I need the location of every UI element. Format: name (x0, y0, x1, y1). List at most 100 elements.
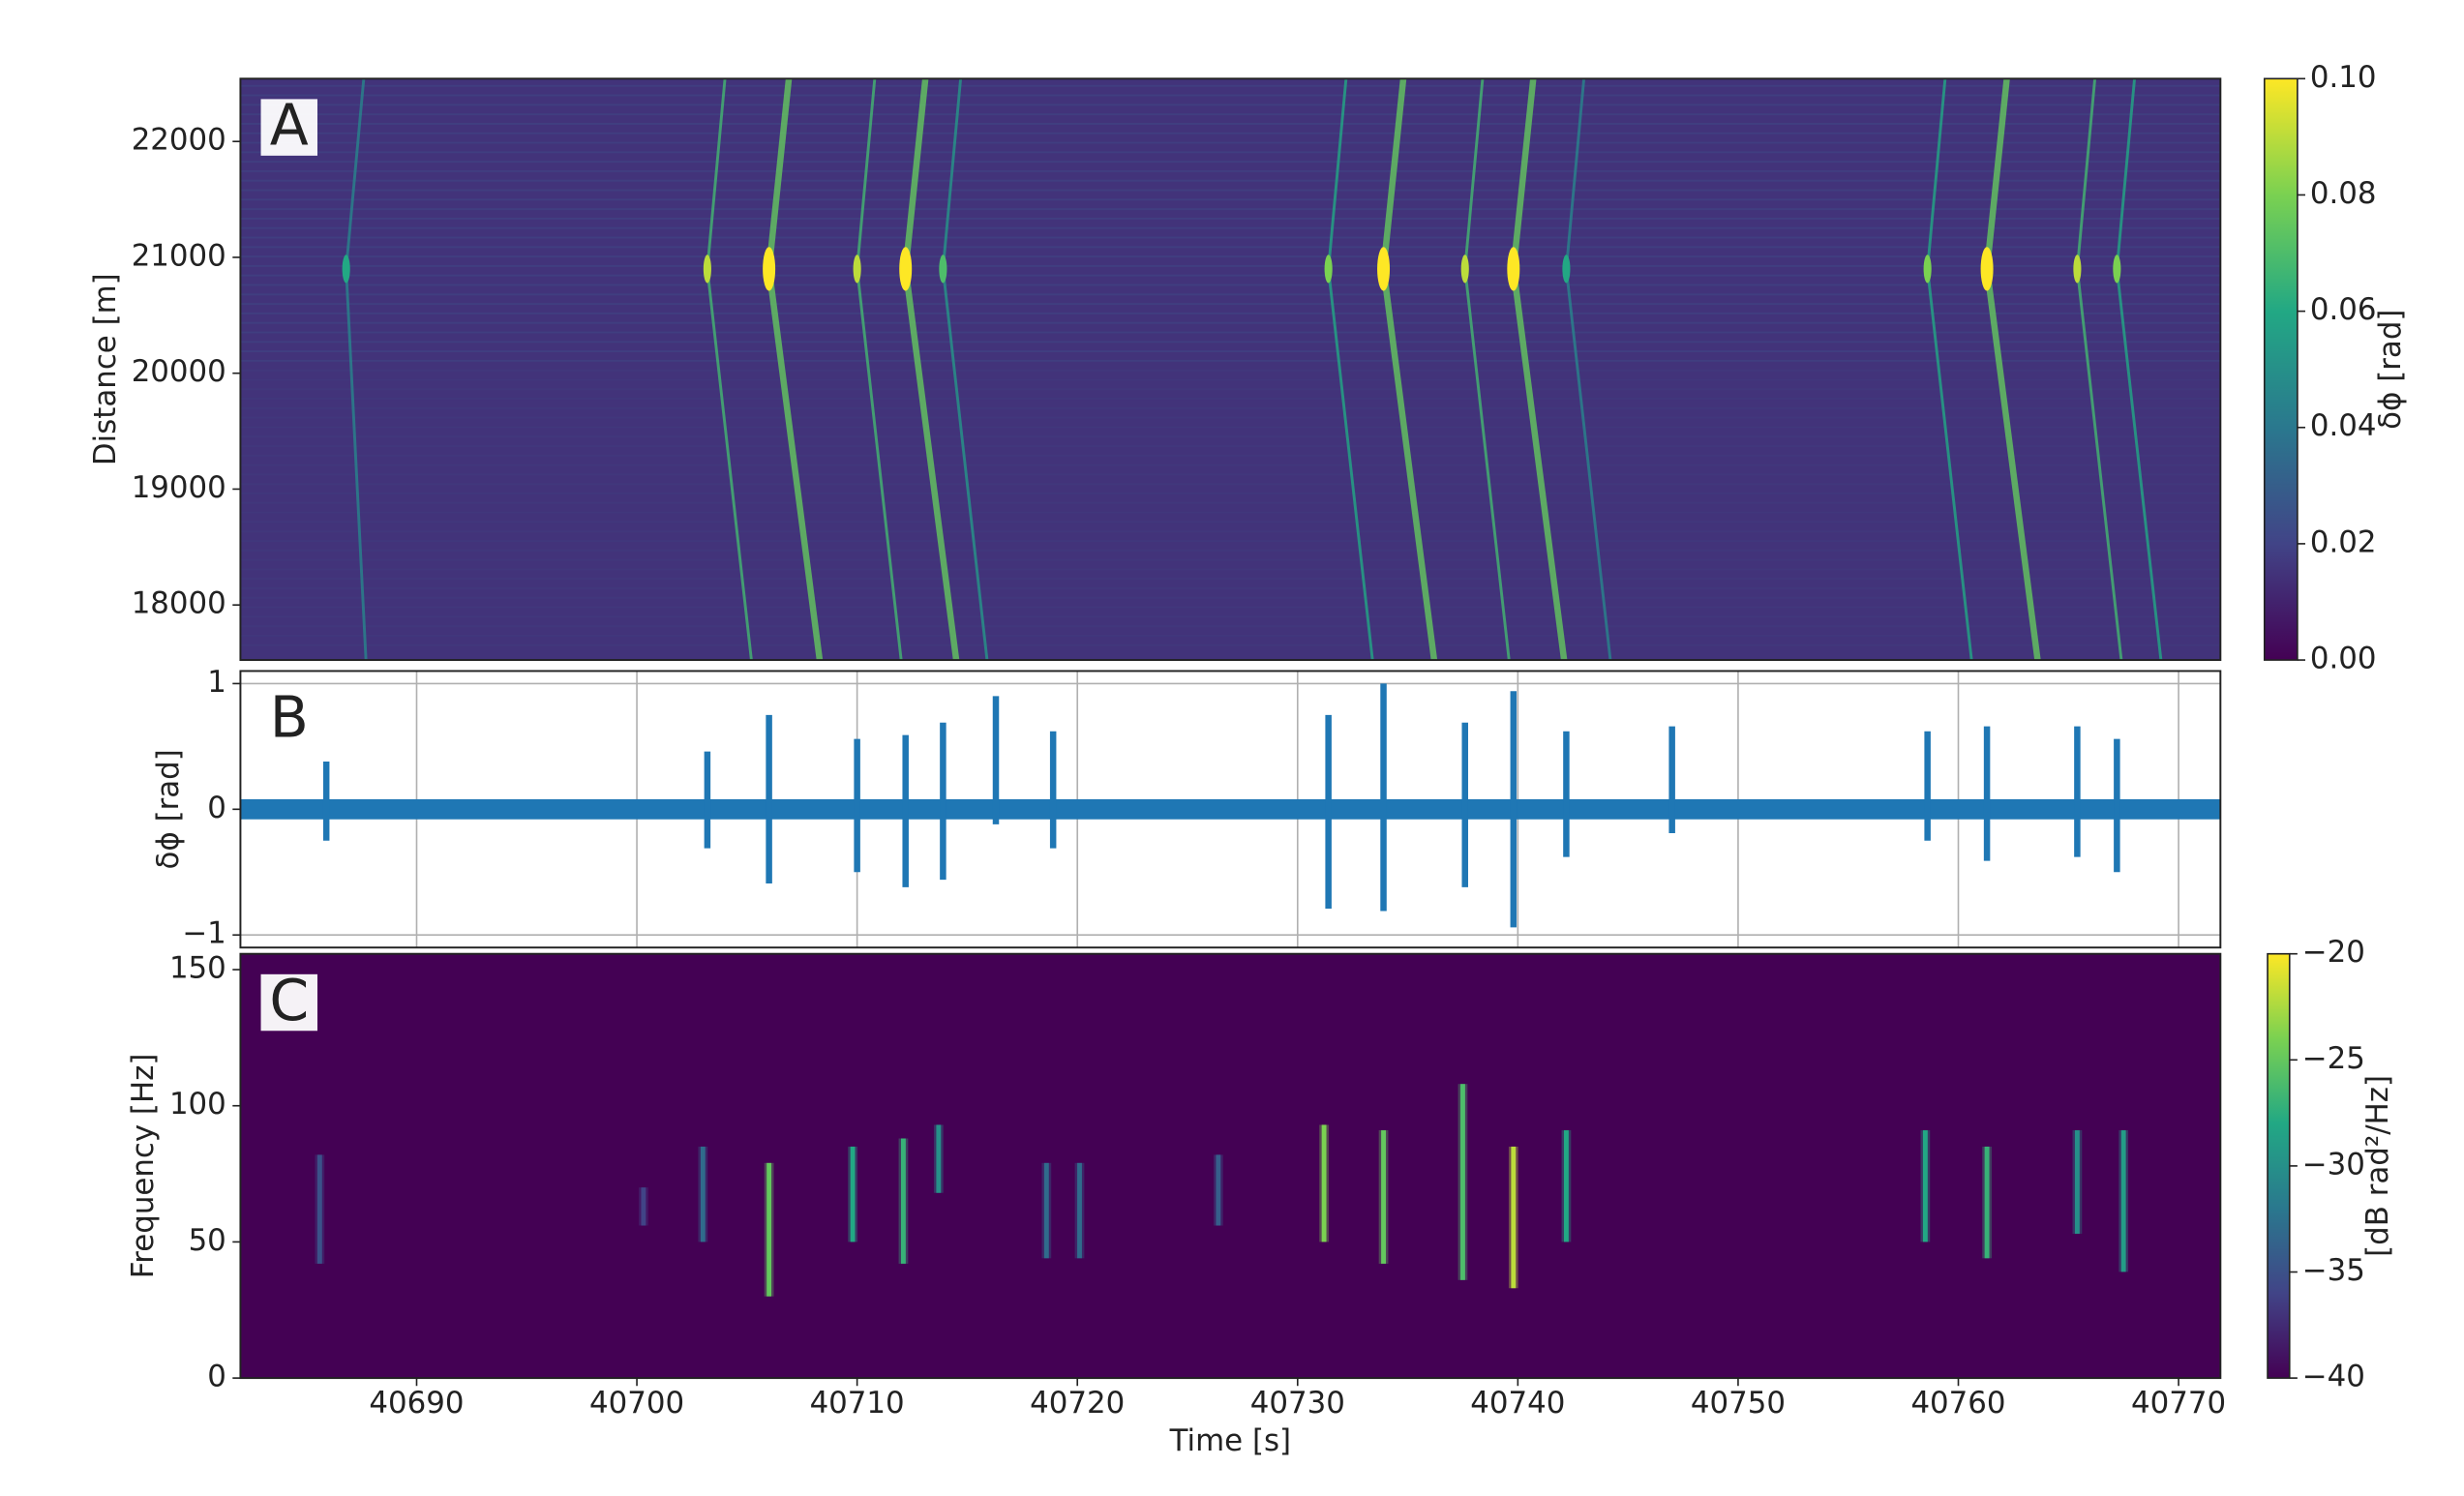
y-tick-label: 21000 (132, 238, 226, 273)
event-apex (342, 254, 350, 284)
y-tick-label: 22000 (132, 123, 226, 158)
noise-texture (240, 246, 2221, 249)
noise-texture (240, 454, 2221, 457)
x-tick-label: 40760 (1910, 1386, 2005, 1421)
y-tick-label: 1 (207, 665, 226, 700)
noise-texture (240, 473, 2221, 476)
noise-texture (240, 406, 2221, 409)
x-tick-label: 40750 (1691, 1386, 1786, 1421)
noise-texture (240, 161, 2221, 164)
event-apex (853, 254, 861, 284)
y-tick-label: −1 (182, 916, 225, 951)
streak (2074, 1130, 2080, 1234)
noise-texture (240, 94, 2221, 97)
background (240, 78, 2221, 661)
streak (850, 1146, 856, 1242)
colorbar-tick-label: 0.08 (2310, 176, 2377, 211)
event-apex (2113, 254, 2121, 284)
y-tick-label: 50 (189, 1223, 226, 1258)
colorbar-tick-label: 0.00 (2310, 642, 2377, 676)
noise-texture (240, 578, 2221, 581)
colorbar-tick-label: 0.06 (2310, 292, 2377, 327)
noise-texture (240, 264, 2221, 267)
streak (2120, 1130, 2126, 1272)
noise-texture (240, 369, 2221, 372)
y-axis-label: Frequency [Hz] (126, 1054, 161, 1279)
plot-area (240, 671, 2221, 948)
event-apex (2073, 254, 2082, 284)
noise-texture (240, 274, 2221, 277)
noise-texture (240, 549, 2221, 552)
streak (766, 1162, 772, 1297)
x-tick-label: 40690 (369, 1386, 464, 1421)
y-axis-label: δϕ [rad] (151, 749, 186, 869)
x-tick-label: 40740 (1470, 1386, 1565, 1421)
noise-texture (240, 378, 2221, 381)
noise-texture (240, 217, 2221, 220)
noise-texture (240, 398, 2221, 401)
noise-texture (240, 104, 2221, 106)
colorbar-tick-label: −40 (2302, 1360, 2365, 1394)
noise-texture (240, 169, 2221, 172)
streak (1563, 1130, 1569, 1242)
panel-frame (239, 77, 2222, 662)
x-tick-label: 40770 (2131, 1386, 2226, 1421)
noise-texture (240, 625, 2221, 628)
event-apex (703, 254, 711, 284)
event-apex (899, 247, 913, 291)
event-apex (1507, 247, 1520, 291)
event-apex (1562, 254, 1571, 284)
noise-texture (240, 303, 2221, 306)
panel-letter-box (260, 973, 317, 1032)
noise-texture (240, 521, 2221, 524)
y-tick-label: 20000 (132, 354, 226, 389)
event-apex (1377, 247, 1391, 291)
noise-texture (240, 341, 2221, 344)
noise-texture (240, 483, 2221, 486)
streak (641, 1187, 646, 1226)
colorbar-tick-label: −30 (2302, 1147, 2365, 1182)
streak (1922, 1130, 1928, 1242)
noise-texture (240, 511, 2221, 514)
x-tick-label: 40730 (1250, 1386, 1345, 1421)
noise-texture (240, 179, 2221, 182)
streak (1460, 1084, 1465, 1280)
colorbar-tick-label: 0.02 (2310, 524, 2377, 559)
noise-texture (240, 643, 2221, 646)
colorbar (2267, 952, 2291, 1379)
noise-texture (240, 568, 2221, 571)
noise-texture (240, 198, 2221, 201)
noise-texture (240, 634, 2221, 637)
noise-texture (240, 208, 2221, 211)
streak (1077, 1162, 1082, 1259)
noise-texture (240, 540, 2221, 542)
y-tick-label: 100 (169, 1087, 226, 1122)
colorbar-tick-label: −20 (2302, 935, 2365, 970)
noise-texture (240, 236, 2221, 239)
streak (1321, 1124, 1327, 1242)
noise-texture (240, 132, 2221, 135)
background (240, 953, 2221, 1379)
streak (700, 1146, 706, 1242)
plot-area (240, 78, 2221, 661)
noise-texture (240, 189, 2221, 192)
panel-frame (239, 952, 2222, 1380)
streak (1381, 1130, 1386, 1264)
streak (936, 1124, 942, 1193)
noise-texture (240, 84, 2221, 87)
noise-texture (240, 312, 2221, 314)
noise-texture (240, 501, 2221, 504)
noise-texture (240, 606, 2221, 609)
noise-texture (240, 493, 2221, 494)
colorbar-tick-label: −25 (2302, 1041, 2365, 1076)
noise-texture (240, 416, 2221, 419)
x-tick-label: 40700 (589, 1386, 684, 1421)
noise-texture (240, 359, 2221, 362)
noise-texture (240, 293, 2221, 296)
noise-texture (240, 388, 2221, 391)
panel-letter-box (260, 691, 317, 748)
plot-area (240, 953, 2221, 1379)
colorbar-tick-label: 0.04 (2310, 408, 2377, 443)
colorbar-tick-label: −35 (2302, 1253, 2365, 1288)
noise-texture (240, 350, 2221, 353)
